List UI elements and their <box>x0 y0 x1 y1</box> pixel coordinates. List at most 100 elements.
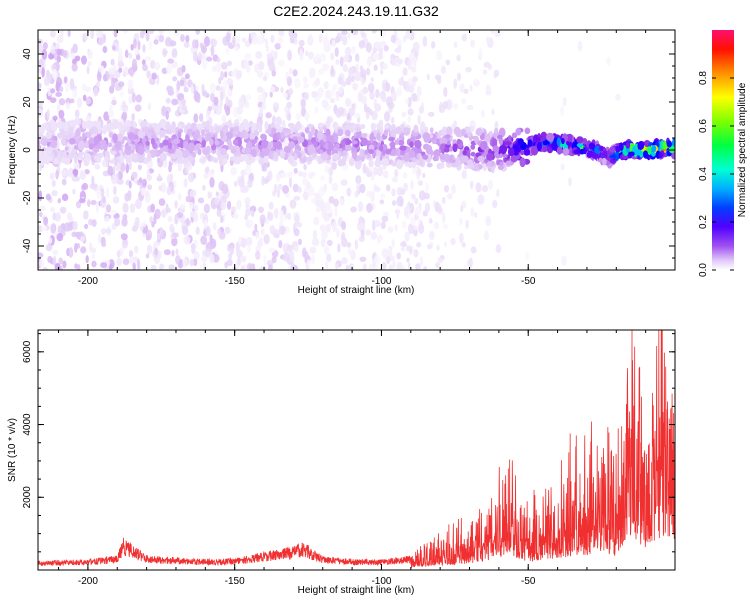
noise-cell <box>425 182 429 193</box>
noise-cell <box>401 246 405 252</box>
noise-cell <box>74 55 81 62</box>
noise-cell <box>387 101 395 109</box>
signal-cell <box>456 138 462 145</box>
noise-cell <box>288 67 293 75</box>
noise-cell <box>145 253 150 259</box>
noise-cell <box>76 97 83 109</box>
noise-cell <box>85 97 92 105</box>
signal-cell <box>279 149 285 159</box>
signal-cell <box>125 145 132 151</box>
noise-cell <box>365 229 372 236</box>
snr-panel: -200 -150 -100 -50 2000 4000 6000 Height of st… <box>7 329 676 596</box>
noise-cell <box>75 200 82 209</box>
signal-cell <box>440 128 446 137</box>
noise-cell <box>388 264 394 270</box>
noise-cell <box>313 192 320 199</box>
signal-cell <box>397 139 405 146</box>
noise-cell <box>146 70 151 79</box>
noise-cell <box>469 180 474 190</box>
noise-cell <box>159 263 163 270</box>
signal-cell <box>385 148 391 155</box>
noise-cell <box>451 184 456 195</box>
noise-cell <box>95 201 100 213</box>
noise-cell <box>373 98 378 109</box>
noise-cell <box>402 67 408 76</box>
noise-cell <box>63 76 68 84</box>
signal-cell <box>304 127 310 134</box>
noise-cell <box>411 92 418 102</box>
signal-cell <box>202 148 210 156</box>
noise-cell <box>276 188 281 198</box>
noise-cell <box>128 180 132 189</box>
noise-cell <box>172 76 178 82</box>
noise-cell <box>391 90 397 102</box>
noise-cell <box>363 102 368 113</box>
noise-cell <box>375 88 380 99</box>
noise-cell <box>274 43 281 50</box>
noise-cell <box>167 215 173 223</box>
noise-cell <box>80 235 86 242</box>
noise-cell <box>158 34 165 43</box>
noise-cell <box>177 162 183 172</box>
noise-cell <box>131 92 136 103</box>
noise-cell <box>324 89 332 100</box>
noise-cell <box>354 70 361 82</box>
noise-cell <box>137 40 141 51</box>
noise-cell <box>203 203 211 214</box>
signal-cell <box>484 158 489 164</box>
signal-cell <box>515 128 522 136</box>
signal-cell <box>209 138 214 146</box>
noise-cell <box>347 66 355 76</box>
snr-ticks: -200 -150 -100 -50 2000 4000 6000 <box>22 330 676 587</box>
signal-cell <box>255 121 262 130</box>
noise-cell <box>434 201 440 213</box>
noise-cell <box>477 194 485 205</box>
noise-cell <box>112 185 117 196</box>
signal-cell <box>443 147 450 153</box>
noise-cell <box>145 229 153 241</box>
noise-cell <box>49 30 56 38</box>
signal-cell <box>230 148 237 154</box>
noise-cell <box>345 98 352 107</box>
noise-cell <box>86 199 91 208</box>
signal-cell <box>492 145 500 153</box>
noise-cell <box>127 79 134 90</box>
noise-cell <box>403 182 408 192</box>
signal-cell <box>449 146 453 152</box>
signal-cell <box>338 158 346 164</box>
signal-cell <box>287 155 295 165</box>
noise-cell <box>394 169 399 178</box>
signal-cell <box>197 148 202 156</box>
signal-cell <box>118 125 126 132</box>
signal-cell <box>283 145 292 154</box>
noise-cell <box>372 47 377 53</box>
noise-cell <box>302 171 307 179</box>
noise-cell <box>433 221 440 230</box>
noise-cell <box>247 220 254 227</box>
noise-cell <box>161 67 168 75</box>
noise-cell <box>318 68 325 76</box>
noise-cell <box>83 210 89 220</box>
noise-cell <box>191 246 196 254</box>
noise-cell <box>39 259 44 268</box>
noise-cell <box>116 179 124 185</box>
noise-cell <box>272 102 280 112</box>
noise-cell <box>485 84 491 95</box>
noise-cell <box>293 228 300 237</box>
signal-cell <box>177 131 182 139</box>
noise-cell <box>493 69 498 79</box>
signal-cell <box>542 146 547 152</box>
noise-cell <box>443 241 447 248</box>
noise-cell <box>122 258 130 266</box>
noise-cell <box>56 232 64 242</box>
noise-cell <box>159 226 163 237</box>
noise-cell <box>90 30 95 40</box>
signal-cell <box>524 127 531 135</box>
signal-cell <box>40 156 45 167</box>
noise-cell <box>568 177 572 187</box>
x-tick-label: -150 <box>225 576 245 587</box>
signal-cell <box>109 159 116 164</box>
signal-cell <box>486 161 492 167</box>
signal-cell <box>247 142 253 147</box>
noise-cell <box>273 183 278 193</box>
